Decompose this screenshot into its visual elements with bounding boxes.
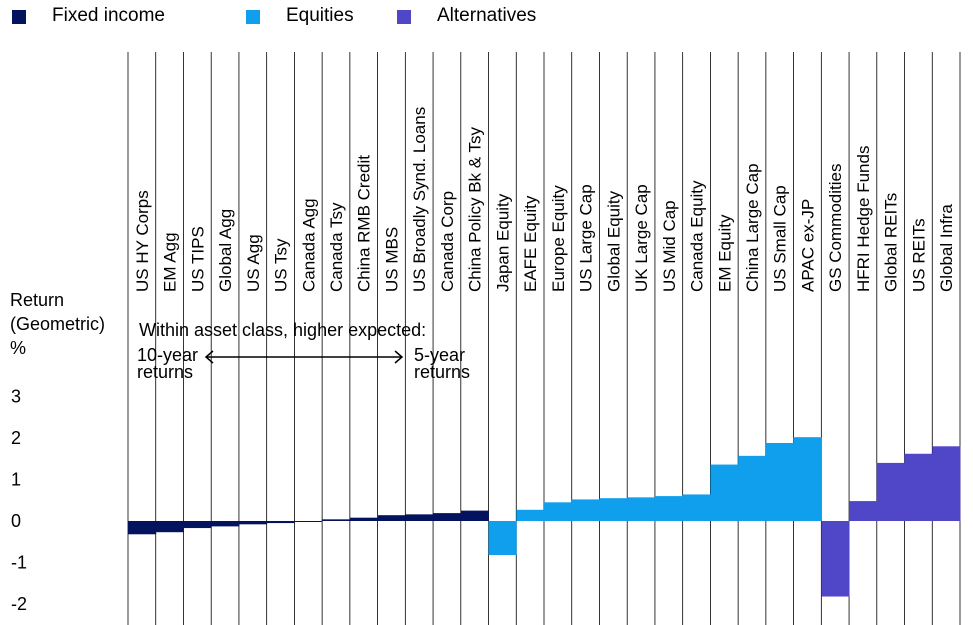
annotation-heading: Within asset class, higher expected: [139, 320, 427, 340]
bar-canada-corp [433, 513, 462, 521]
category-label: US TIPS [188, 226, 207, 292]
category-label: China Large Cap [743, 163, 762, 292]
category-label: US REITs [909, 218, 928, 292]
bar-global-reits [876, 462, 905, 521]
annotation-right-line2: returns [414, 362, 471, 382]
legend-swatch-equities [246, 10, 260, 24]
bar-us-hy-corps [128, 521, 157, 535]
annotation-right-line1: 5-year [414, 345, 466, 365]
category-label: US Mid Cap [660, 200, 679, 292]
bar-canada-agg [294, 521, 323, 522]
category-label: US Small Cap [771, 185, 790, 292]
category-label: US Agg [244, 234, 263, 292]
category-label: EAFE Equity [521, 195, 540, 292]
bar-us-tsy [266, 521, 295, 524]
bar-eafe-equity [516, 509, 545, 521]
bar-us-mid-cap [654, 496, 684, 521]
category-label: GS Commodities [826, 164, 845, 292]
annotation-left-line1: 10-year [137, 345, 199, 365]
bar-global-agg [211, 521, 240, 527]
category-label: US Tsy [272, 238, 291, 292]
category-label: EM Agg [161, 232, 180, 292]
bar-uk-large-cap [627, 497, 656, 521]
bar-global-infra [932, 446, 961, 521]
legend-label: Alternatives [437, 5, 537, 26]
arrow-head-left [204, 350, 214, 364]
category-label: China RMB Credit [355, 155, 374, 292]
bar-china-rmb-credit [349, 517, 378, 521]
bar-canada-tsy [322, 519, 351, 521]
category-label: Europe Equity [549, 185, 568, 292]
category-label: Global REITs [882, 193, 901, 292]
category-label: Canada Equity [688, 180, 707, 292]
category-labels: US HY Corps EM Agg US TIPS Global Agg US Agg… [133, 107, 956, 292]
bar-us-tips [183, 521, 212, 529]
annotation-arrow [204, 350, 404, 364]
category-label: Global Infra [937, 204, 956, 292]
annotation-left-line2: returns [137, 362, 194, 382]
legend-label: Equities [286, 5, 354, 26]
bar-global-equity [599, 498, 628, 521]
category-label: Global Agg [216, 209, 235, 292]
bar-japan-equity [488, 521, 517, 556]
y-tick-label: 2 [11, 428, 21, 448]
y-axis-title-line3: % [10, 338, 27, 358]
category-label: Canada Corp [438, 191, 457, 292]
y-tick-label: -2 [11, 594, 27, 614]
category-label: US MBS [382, 227, 401, 292]
bar-em-agg [155, 521, 184, 533]
arrow-head-right [394, 350, 404, 364]
bar-em-equity [710, 464, 739, 521]
bar-china-large-cap [738, 455, 767, 521]
bar-us-small-cap [765, 442, 794, 521]
bar-canada-equity [682, 494, 711, 521]
category-label: China Policy Bk & Tsy [466, 126, 485, 292]
category-label: US Large Cap [577, 184, 596, 292]
bar-us-broadly-synd-loans [405, 514, 434, 521]
category-separators [127, 52, 961, 625]
y-tick-label: 0 [11, 511, 21, 531]
y-tick-label: 1 [11, 470, 21, 490]
category-label: US HY Corps [133, 190, 152, 292]
category-label: APAC ex-JP [798, 199, 817, 292]
bar-us-agg [238, 521, 268, 525]
bar-us-reits [904, 453, 933, 521]
bar-china-policy-bk-tsy [460, 510, 489, 521]
category-label: EM Equity [715, 214, 734, 292]
bar-europe-equity [544, 502, 573, 521]
y-tick-label: -1 [11, 553, 27, 573]
bar-us-large-cap [571, 499, 600, 521]
category-label: HFRI Hedge Funds [854, 146, 873, 292]
y-axis-title-line2: (Geometric) [10, 314, 106, 334]
bar-apac-ex-jp [793, 437, 822, 521]
legend-label: Fixed income [52, 5, 165, 26]
category-label: Canada Tsy [327, 202, 346, 292]
category-label: UK Large Cap [632, 184, 651, 292]
bars [128, 437, 961, 597]
y-tick-label: 3 [11, 387, 21, 407]
category-label: US Broadly Synd. Loans [410, 107, 429, 292]
bar-us-mbs [377, 515, 406, 521]
category-label: Global Equity [604, 190, 623, 292]
bar-gs-commodities [821, 521, 850, 597]
legend-swatch-fixed-income [12, 10, 26, 24]
legend-swatch-alternatives [397, 10, 411, 24]
category-label: Canada Agg [299, 198, 318, 292]
category-label: Japan Equity [493, 193, 512, 292]
y-axis-ticks: 3 2 1 0 -1 -2 [11, 387, 27, 615]
y-axis-title-line1: Return [10, 290, 65, 310]
bar-hfri-hedge-funds [849, 501, 878, 521]
